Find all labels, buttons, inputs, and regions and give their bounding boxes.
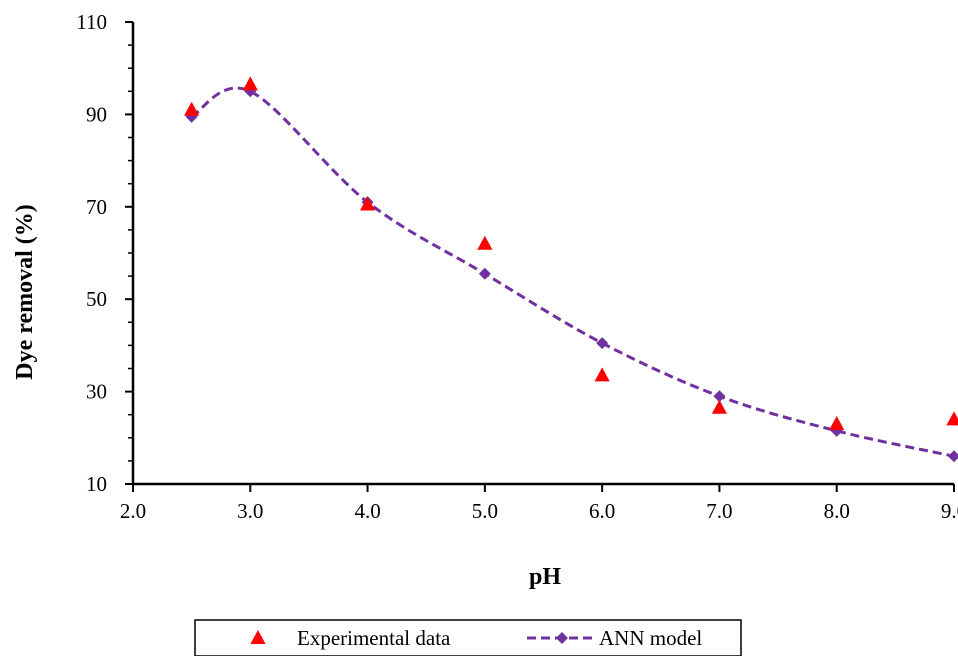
data-point-triangle — [243, 76, 258, 90]
y-axis-title: Dye removal (%) — [12, 204, 38, 380]
x-tick-label: 6.0 — [589, 499, 615, 523]
data-point-diamond — [948, 450, 958, 462]
legend: Experimental data ANN model — [195, 620, 741, 656]
series-experimental-data — [184, 76, 958, 430]
legend-label: ANN model — [599, 626, 702, 650]
x-tick-label: 7.0 — [706, 499, 732, 523]
x-tick-label: 4.0 — [354, 499, 380, 523]
y-tick-label: 30 — [86, 380, 107, 404]
data-point-triangle — [595, 367, 610, 381]
data-point-triangle — [477, 236, 492, 250]
data-point-triangle — [946, 411, 958, 425]
legend-label: Experimental data — [297, 626, 451, 650]
y-tick-label: 70 — [86, 195, 107, 219]
series-line — [192, 88, 954, 456]
data-point-triangle — [184, 102, 199, 116]
x-tick-label: 8.0 — [824, 499, 850, 523]
x-tick-label: 3.0 — [237, 499, 263, 523]
x-tick-label: 5.0 — [472, 499, 498, 523]
series-ann-model — [186, 85, 958, 462]
data-point-diamond — [479, 268, 491, 280]
series-layer — [184, 76, 958, 462]
y-tick-label: 90 — [86, 102, 107, 126]
plot-area: 10 30 50 70 90 110 2.0 3.0 4.0 5.0 6.0 7.0 8.0 9.0 — [76, 10, 958, 523]
y-ticks: 10 30 50 70 90 110 — [76, 10, 133, 496]
x-ticks: 2.0 3.0 4.0 5.0 6.0 7.0 8.0 9.0 — [120, 484, 958, 523]
x-tick-label: 9.0 — [941, 499, 958, 523]
y-tick-label: 10 — [86, 472, 107, 496]
y-tick-label: 50 — [86, 287, 107, 311]
x-axis-title: pH — [529, 564, 561, 590]
y-tick-label: 110 — [76, 10, 107, 34]
data-point-diamond — [596, 337, 608, 349]
x-tick-label: 2.0 — [120, 499, 146, 523]
data-point-triangle — [712, 400, 727, 414]
data-point-triangle — [829, 416, 844, 430]
